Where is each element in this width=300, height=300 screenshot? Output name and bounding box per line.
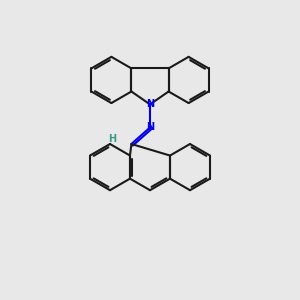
- Text: N: N: [146, 99, 154, 110]
- Text: H: H: [108, 134, 117, 144]
- Text: N: N: [146, 122, 154, 133]
